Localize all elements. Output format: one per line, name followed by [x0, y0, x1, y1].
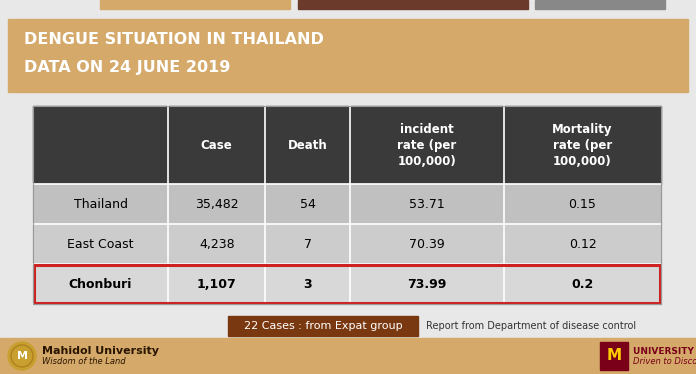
- Text: Thailand: Thailand: [74, 197, 127, 211]
- Text: Chonburi: Chonburi: [69, 278, 132, 291]
- Text: 0.12: 0.12: [569, 237, 596, 251]
- Text: 7: 7: [303, 237, 312, 251]
- Text: 0.2: 0.2: [571, 278, 594, 291]
- Bar: [535, 0, 665, 9]
- Bar: [33, 106, 661, 304]
- Text: 3: 3: [303, 278, 312, 291]
- Text: 1,107: 1,107: [197, 278, 237, 291]
- Bar: [34, 265, 660, 303]
- Bar: [100, 0, 290, 9]
- Text: M: M: [17, 351, 28, 361]
- Text: Mortality
rate (per
100,000): Mortality rate (per 100,000): [552, 123, 612, 168]
- Text: Case: Case: [201, 138, 232, 151]
- Text: Driven to Discover®: Driven to Discover®: [633, 358, 696, 367]
- Text: 35,482: 35,482: [195, 197, 239, 211]
- Text: 4,238: 4,238: [199, 237, 235, 251]
- Text: Report from Department of disease control: Report from Department of disease contro…: [426, 321, 636, 331]
- Bar: [33, 224, 661, 264]
- Text: Mahidol University: Mahidol University: [42, 346, 159, 356]
- Text: incident
rate (per
100,000): incident rate (per 100,000): [397, 123, 457, 168]
- Text: 54: 54: [300, 197, 316, 211]
- Text: DATA ON 24 JUNE 2019: DATA ON 24 JUNE 2019: [24, 59, 230, 74]
- Bar: [33, 184, 661, 224]
- Bar: [0, 338, 696, 374]
- Text: 22 Cases : from Expat group: 22 Cases : from Expat group: [244, 321, 402, 331]
- Bar: [600, 342, 628, 370]
- Text: UNIVERSITY OF MINNESOTA: UNIVERSITY OF MINNESOTA: [633, 346, 696, 356]
- Text: 70.39: 70.39: [409, 237, 445, 251]
- Text: Death: Death: [288, 138, 328, 151]
- Bar: [298, 0, 528, 9]
- Text: 73.99: 73.99: [407, 278, 447, 291]
- Bar: [8, 19, 688, 92]
- Text: East Coast: East Coast: [68, 237, 134, 251]
- Text: 53.71: 53.71: [409, 197, 445, 211]
- Bar: [33, 264, 661, 304]
- Text: DENGUE SITUATION IN THAILAND: DENGUE SITUATION IN THAILAND: [24, 31, 324, 46]
- Bar: [33, 106, 661, 184]
- Text: M: M: [606, 349, 622, 364]
- Text: 0.15: 0.15: [569, 197, 596, 211]
- Text: Wisdom of the Land: Wisdom of the Land: [42, 358, 125, 367]
- Bar: [228, 316, 418, 336]
- Circle shape: [8, 342, 36, 370]
